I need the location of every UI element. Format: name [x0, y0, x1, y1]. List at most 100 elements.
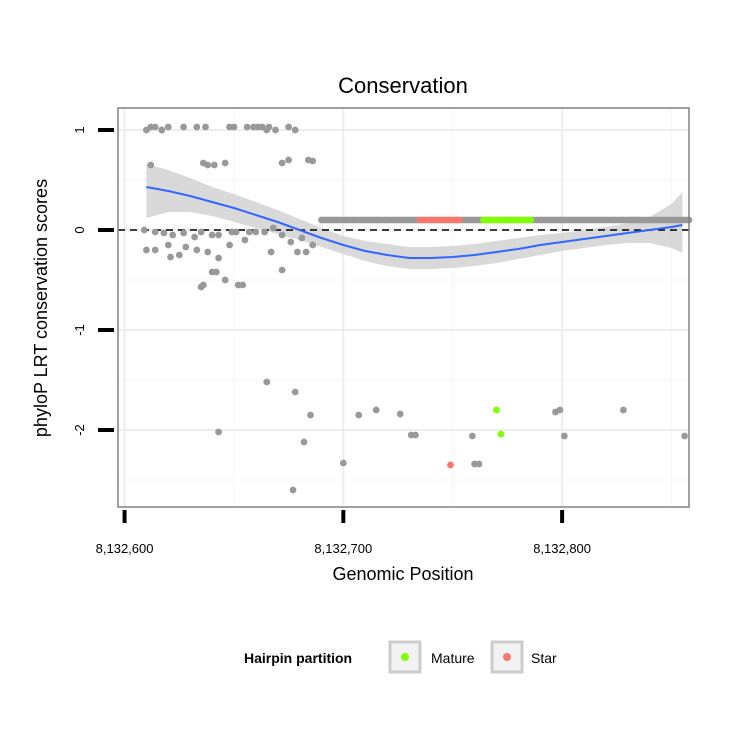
- point-other: [243, 123, 251, 131]
- point-other: [287, 238, 295, 246]
- point-mature: [497, 430, 505, 438]
- point-other: [180, 123, 188, 131]
- point-other: [202, 123, 209, 131]
- point-other: [193, 246, 201, 254]
- smooth-curve-layer: [146, 186, 683, 259]
- point-other: [151, 228, 159, 236]
- point-other: [278, 266, 286, 274]
- point-other: [164, 123, 172, 131]
- point-other: [210, 161, 218, 169]
- point-other: [140, 226, 148, 234]
- x-tick-label: 8,132,800: [533, 541, 591, 556]
- confidence-ribbon-layer: [146, 164, 683, 269]
- point-other: [681, 432, 688, 440]
- point-other: [241, 236, 249, 244]
- point-other: [143, 246, 150, 254]
- point-other: [239, 281, 247, 289]
- y-axis-label: phyloP LRT conservation scores: [31, 179, 51, 437]
- point-other: [302, 248, 310, 256]
- point-other: [182, 243, 190, 251]
- point-other: [164, 241, 172, 249]
- y-tick-label: -1: [72, 324, 87, 336]
- point-other: [204, 248, 212, 256]
- panel-background: [118, 108, 689, 507]
- point-other: [252, 228, 260, 236]
- panel-border: [117, 107, 690, 508]
- point-other: [263, 126, 271, 134]
- plot-panel: [117, 107, 693, 508]
- point-other: [193, 123, 201, 131]
- point-star: [447, 461, 454, 469]
- legend: Hairpin partition Mature Star: [244, 640, 557, 674]
- point-other: [204, 161, 212, 169]
- legend-label-star: Star: [531, 650, 557, 666]
- point-other: [221, 159, 229, 167]
- point-other: [278, 231, 286, 239]
- point-other: [175, 251, 183, 259]
- point-other: [269, 224, 277, 232]
- point-other: [469, 432, 476, 440]
- smooth-curve: [146, 186, 683, 259]
- point-other: [285, 156, 292, 164]
- points-layer: [140, 123, 693, 494]
- point-other: [197, 228, 205, 236]
- point-other: [199, 281, 207, 289]
- x-tick-label: 8,132,700: [314, 541, 372, 556]
- point-other: [230, 123, 238, 131]
- point-other: [339, 459, 347, 467]
- point-other: [263, 378, 271, 386]
- point-other: [261, 228, 268, 236]
- y-tick-label: -2: [72, 424, 87, 436]
- point-other: [396, 410, 404, 418]
- legend-swatch-mature: [401, 653, 409, 661]
- point-other: [151, 246, 159, 254]
- point-other: [291, 388, 299, 396]
- point-other: [158, 126, 166, 134]
- chart-title: Conservation: [338, 73, 468, 98]
- point-other: [289, 486, 297, 494]
- confidence-ribbon: [146, 164, 683, 269]
- point-mature: [527, 216, 534, 224]
- point-other: [412, 431, 419, 439]
- point-other: [298, 234, 306, 242]
- point-other: [309, 241, 317, 249]
- point-other: [221, 276, 229, 284]
- point-other: [180, 229, 188, 237]
- point-other: [372, 406, 380, 414]
- point-other: [267, 248, 275, 256]
- point-other: [232, 228, 240, 236]
- point-other: [294, 248, 301, 256]
- point-other: [208, 231, 216, 239]
- y-tick-label: 1: [72, 126, 87, 133]
- legend-label-mature: Mature: [431, 650, 475, 666]
- point-other: [556, 406, 564, 414]
- point-mature: [493, 406, 500, 414]
- point-other: [160, 229, 168, 237]
- y-axis: 1 0 -1 -2: [72, 126, 114, 436]
- point-other: [213, 268, 220, 276]
- point-other: [215, 231, 223, 239]
- x-tick-label: 8,132,600: [96, 541, 154, 556]
- point-other: [560, 432, 568, 440]
- legend-swatch-star: [503, 653, 511, 661]
- point-other: [151, 123, 159, 131]
- point-other: [215, 428, 223, 436]
- point-other: [475, 460, 483, 468]
- point-other: [300, 438, 308, 446]
- point-other: [278, 159, 286, 167]
- point-other: [147, 161, 155, 169]
- point-other: [226, 241, 234, 249]
- point-other: [291, 126, 299, 134]
- point-other: [167, 253, 174, 261]
- point-other: [355, 411, 363, 419]
- legend-title: Hairpin partition: [244, 650, 352, 666]
- point-star: [455, 216, 463, 224]
- x-axis-label: Genomic Position: [332, 564, 473, 584]
- point-other: [307, 411, 314, 419]
- point-other: [309, 157, 317, 165]
- y-tick-label: 0: [72, 226, 87, 233]
- point-other: [245, 228, 253, 236]
- point-other: [215, 254, 223, 262]
- grid-lines: [118, 108, 689, 507]
